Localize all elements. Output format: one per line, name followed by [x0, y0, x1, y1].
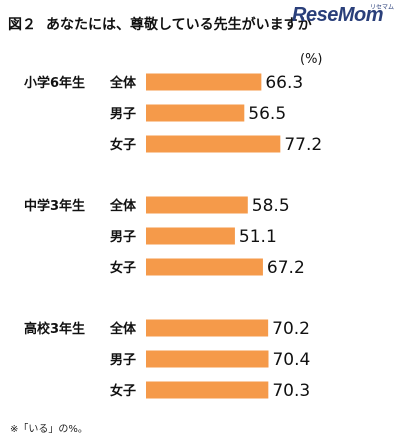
- category-label: 男子: [110, 353, 136, 368]
- category-label: 男子: [110, 107, 136, 122]
- bar: [146, 104, 245, 122]
- chart-title: 図２ あなたには、尊敬している先生がいますか: [8, 14, 312, 34]
- value-label: 70.3: [272, 381, 310, 401]
- bar: [146, 196, 248, 214]
- category-label: 全体: [109, 75, 137, 91]
- title-text: あなたには、尊敬している先生がいますか: [46, 17, 312, 33]
- value-label: 67.2: [267, 258, 305, 278]
- logo-text: ReseMom: [292, 4, 383, 26]
- value-label: 66.3: [265, 73, 303, 93]
- value-label: 70.2: [272, 319, 310, 339]
- bar: [146, 73, 262, 91]
- bar: [146, 258, 263, 276]
- value-label: 58.5: [252, 196, 290, 216]
- category-label: 女子: [110, 260, 136, 276]
- category-label: 全体: [109, 198, 137, 214]
- group-label: 小学6年生: [24, 75, 85, 91]
- footnote: ※「いる」の%。: [10, 424, 88, 435]
- value-label: 77.2: [284, 135, 322, 155]
- category-label: 女子: [110, 383, 136, 399]
- bar: [146, 135, 281, 153]
- bar: [146, 319, 269, 337]
- figure-label: 図２: [8, 17, 36, 33]
- value-label: 56.5: [248, 104, 286, 124]
- value-label: 70.4: [272, 350, 310, 370]
- category-label: 男子: [110, 230, 136, 245]
- bar: [146, 227, 235, 245]
- category-label: 全体: [109, 321, 137, 337]
- group-label: 中学3年生: [24, 198, 85, 214]
- logo-kana: リセマム: [369, 4, 394, 11]
- group-label: 高校3年生: [24, 321, 85, 337]
- resemom-logo: リセマム ReseMom: [292, 2, 398, 36]
- value-label: 51.1: [239, 227, 277, 247]
- category-label: 女子: [110, 137, 136, 153]
- bar: [146, 381, 269, 399]
- unit-label: (%): [300, 52, 323, 67]
- bar: [146, 350, 269, 368]
